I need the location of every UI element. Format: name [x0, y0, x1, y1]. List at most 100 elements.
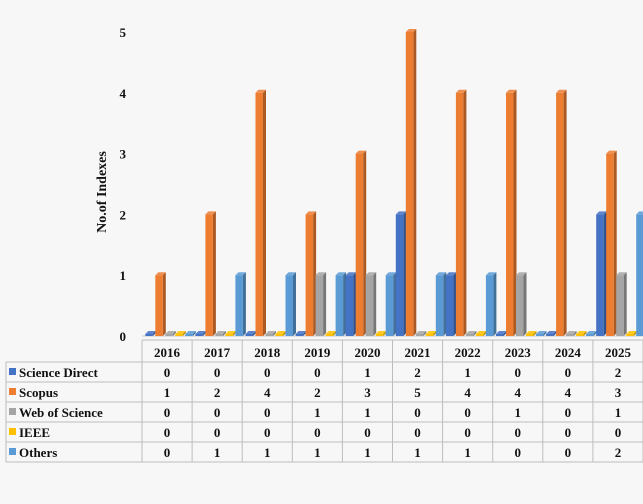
bar-top [235, 272, 246, 276]
legend-swatch [9, 368, 16, 375]
bar-front [586, 334, 594, 336]
bar-side [513, 89, 517, 336]
data-label: 1 [464, 445, 471, 460]
bar-top [215, 331, 226, 334]
bar [335, 272, 347, 336]
bar-top [606, 150, 617, 154]
data-label: 0 [214, 365, 221, 380]
bar-front [425, 334, 434, 336]
legend-swatch [9, 408, 16, 415]
bar-side [443, 272, 447, 336]
bar-top [566, 331, 577, 334]
bar-front [496, 334, 504, 336]
bar-top [175, 331, 186, 334]
bar-top [596, 211, 607, 215]
data-label: 2 [414, 365, 421, 380]
bar [576, 331, 587, 336]
y-tick-label: 5 [120, 25, 127, 40]
bar [215, 331, 226, 336]
bar-front [345, 275, 354, 336]
bar-side [623, 272, 627, 336]
x-tick-label: 2018 [254, 345, 281, 360]
bar-side [573, 331, 577, 336]
bar-front [275, 334, 283, 336]
data-label: 1 [515, 405, 522, 420]
plot-area: 0 1 2 3 4 5 [120, 25, 643, 344]
data-label: 5 [414, 385, 421, 400]
bar-side [333, 331, 337, 336]
bar-side [242, 272, 246, 336]
x-tick-label: 2025 [605, 345, 632, 360]
bar-side [563, 89, 567, 336]
data-label: 3 [364, 385, 371, 400]
bar-side [303, 331, 307, 336]
bar-front [636, 214, 643, 336]
bar-front [576, 334, 584, 336]
data-label: 1 [214, 445, 221, 460]
bar-side [192, 331, 196, 336]
bar-front [506, 92, 514, 336]
bar-top [485, 272, 497, 276]
data-label: 0 [515, 365, 522, 380]
bar [475, 331, 487, 336]
bar-top [576, 331, 587, 334]
bar-front [305, 214, 314, 336]
data-label: 0 [164, 445, 171, 460]
bar-side [423, 331, 427, 336]
bar [496, 331, 507, 336]
bar [445, 272, 457, 336]
bar-front [516, 275, 524, 336]
bar-front [335, 275, 344, 336]
bar-side [323, 272, 327, 336]
bar-front [616, 275, 624, 336]
bar-side [313, 211, 317, 336]
y-tick-label: 3 [120, 147, 127, 162]
bar-front [465, 334, 474, 336]
bar-side [553, 331, 557, 336]
bar [395, 211, 407, 336]
bar-top [556, 89, 567, 93]
bar-top [205, 211, 216, 215]
bar-side [232, 331, 236, 336]
bar [556, 89, 567, 336]
data-label: 0 [264, 365, 271, 380]
data-label: 2 [615, 365, 622, 380]
legend-label: Web of Science [19, 405, 103, 420]
bar-top [435, 272, 447, 276]
bar-side [593, 331, 597, 336]
bar-top [305, 211, 317, 215]
bar-top [425, 331, 437, 334]
bar-front [215, 334, 223, 336]
bar-top [315, 272, 327, 276]
bar [345, 272, 357, 336]
data-label: 0 [414, 425, 421, 440]
x-tick-label: 2017 [204, 345, 231, 360]
bar [265, 331, 276, 336]
bar-front [556, 92, 564, 336]
bar-top [455, 89, 467, 93]
bar-side [543, 331, 547, 336]
bar-top [395, 211, 407, 215]
data-label: 3 [615, 385, 622, 400]
bar-top [145, 331, 156, 334]
bar [205, 211, 216, 336]
bar-front [475, 334, 484, 336]
bar-front [315, 275, 324, 336]
bar [385, 272, 397, 336]
bar-top [526, 331, 537, 334]
bar [185, 331, 196, 336]
bar-front [155, 275, 163, 336]
bar-top [165, 331, 176, 334]
bar-front [175, 334, 183, 336]
bar [415, 331, 427, 336]
y-tick-label: 2 [120, 207, 127, 222]
legend-swatch [9, 388, 16, 395]
data-label: 1 [364, 405, 371, 420]
data-label: 4 [565, 385, 572, 400]
bar-top [586, 331, 597, 334]
bar [636, 211, 643, 336]
data-label: 4 [264, 385, 271, 400]
bar [375, 331, 387, 336]
bar-front [225, 334, 233, 336]
